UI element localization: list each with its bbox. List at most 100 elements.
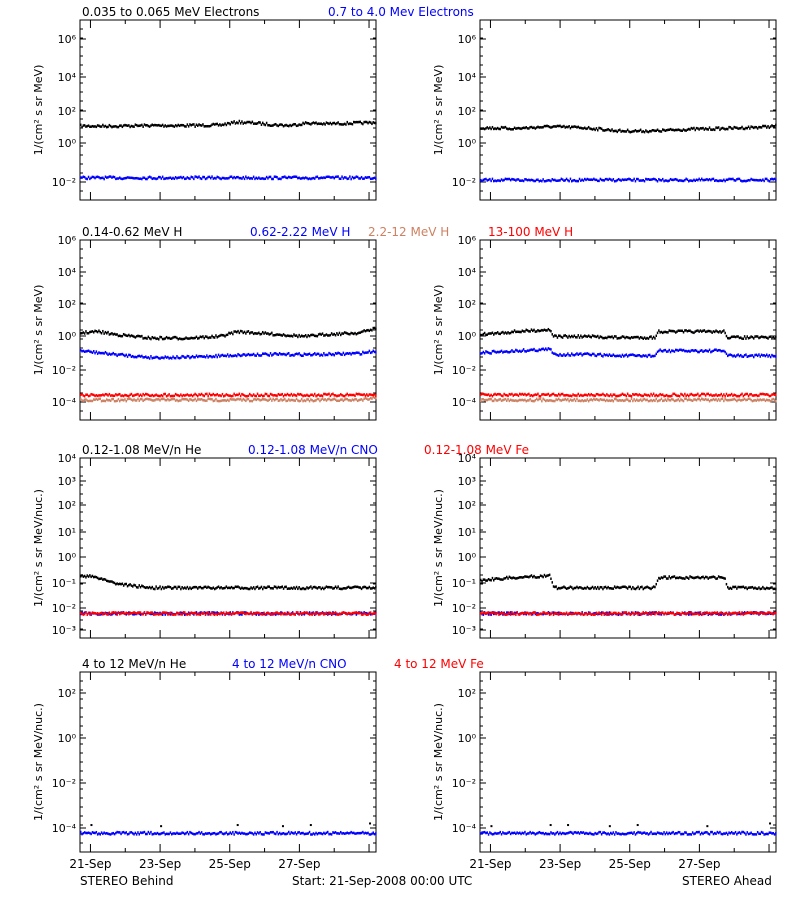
data-point bbox=[333, 831, 335, 835]
data-point bbox=[94, 351, 96, 355]
data-point bbox=[508, 177, 511, 181]
data-point bbox=[350, 612, 352, 616]
data-point bbox=[745, 392, 747, 396]
data-point bbox=[265, 332, 268, 335]
data-point bbox=[569, 335, 572, 339]
data-point bbox=[297, 392, 299, 396]
data-point bbox=[624, 393, 626, 397]
data-point bbox=[660, 179, 663, 182]
data-point bbox=[276, 175, 278, 179]
data-point bbox=[103, 399, 105, 403]
data-point bbox=[311, 333, 313, 337]
data-point bbox=[717, 179, 720, 183]
data-point bbox=[737, 177, 739, 181]
data-point bbox=[210, 354, 212, 358]
data-point bbox=[333, 176, 335, 180]
data-point bbox=[659, 348, 661, 351]
data-point bbox=[502, 394, 504, 398]
data-point bbox=[680, 576, 682, 580]
data-point bbox=[349, 351, 351, 355]
data-point bbox=[81, 331, 83, 335]
data-point bbox=[756, 354, 759, 358]
data-point bbox=[775, 612, 777, 615]
data-point bbox=[521, 392, 524, 396]
data-point bbox=[480, 333, 482, 337]
data-point bbox=[532, 399, 534, 403]
data-point bbox=[545, 612, 547, 615]
data-point bbox=[174, 613, 177, 616]
data-point bbox=[658, 576, 660, 580]
data-point bbox=[172, 397, 174, 401]
data-point bbox=[263, 352, 265, 356]
data-point bbox=[702, 178, 704, 182]
data-point bbox=[517, 576, 520, 580]
data-point bbox=[517, 394, 520, 397]
data-point bbox=[607, 178, 609, 182]
data-point bbox=[724, 612, 726, 615]
data-point bbox=[525, 611, 527, 615]
data-point bbox=[681, 129, 683, 132]
data-point bbox=[363, 120, 365, 124]
data-point bbox=[524, 575, 526, 578]
data-point bbox=[82, 394, 85, 397]
data-point bbox=[112, 394, 114, 398]
data-point bbox=[254, 397, 256, 401]
data-point bbox=[582, 352, 585, 356]
data-point bbox=[206, 399, 208, 402]
data-point bbox=[288, 393, 290, 397]
data-point bbox=[707, 178, 709, 182]
data-point bbox=[525, 399, 527, 403]
data-point bbox=[698, 350, 700, 354]
data-point bbox=[129, 611, 131, 615]
data-point bbox=[711, 350, 713, 353]
data-point bbox=[301, 334, 303, 337]
data-point bbox=[242, 175, 244, 179]
data-point bbox=[272, 394, 274, 397]
data-point bbox=[645, 393, 647, 397]
data-point bbox=[289, 832, 291, 836]
data-point bbox=[652, 398, 655, 402]
data-point bbox=[671, 128, 673, 132]
data-point bbox=[534, 612, 537, 616]
data-point bbox=[534, 576, 537, 579]
data-point bbox=[738, 398, 741, 401]
data-point bbox=[721, 612, 724, 616]
data-point bbox=[254, 354, 256, 357]
data-point bbox=[304, 611, 307, 615]
data-point bbox=[184, 356, 186, 359]
data-point bbox=[694, 128, 696, 132]
data-point bbox=[503, 178, 505, 182]
data-point bbox=[120, 124, 122, 127]
data-point bbox=[704, 575, 707, 579]
data-point bbox=[232, 354, 234, 358]
data-point bbox=[502, 330, 504, 334]
data-point bbox=[356, 351, 359, 354]
data-point bbox=[229, 332, 231, 335]
data-point bbox=[664, 129, 667, 133]
data-point bbox=[487, 332, 490, 335]
data-point bbox=[142, 399, 144, 403]
data-point bbox=[103, 612, 105, 615]
data-point bbox=[82, 832, 85, 835]
data-point bbox=[262, 352, 264, 355]
data-point bbox=[332, 121, 334, 125]
data-point bbox=[727, 399, 729, 402]
data-point bbox=[738, 585, 741, 589]
data-point bbox=[299, 587, 302, 591]
data-point bbox=[113, 175, 116, 179]
data-point bbox=[530, 178, 533, 182]
data-point bbox=[202, 175, 204, 179]
data-point bbox=[142, 125, 144, 128]
data-point bbox=[241, 613, 243, 616]
data-point bbox=[362, 177, 364, 180]
data-point bbox=[329, 176, 332, 179]
data-point bbox=[715, 126, 717, 129]
data-point bbox=[332, 587, 334, 590]
data-point bbox=[676, 348, 678, 352]
data-point bbox=[306, 398, 308, 401]
data-point bbox=[112, 175, 114, 179]
data-point bbox=[229, 612, 231, 616]
data-point bbox=[655, 582, 657, 586]
data-point bbox=[330, 122, 333, 126]
data-point bbox=[620, 613, 622, 616]
